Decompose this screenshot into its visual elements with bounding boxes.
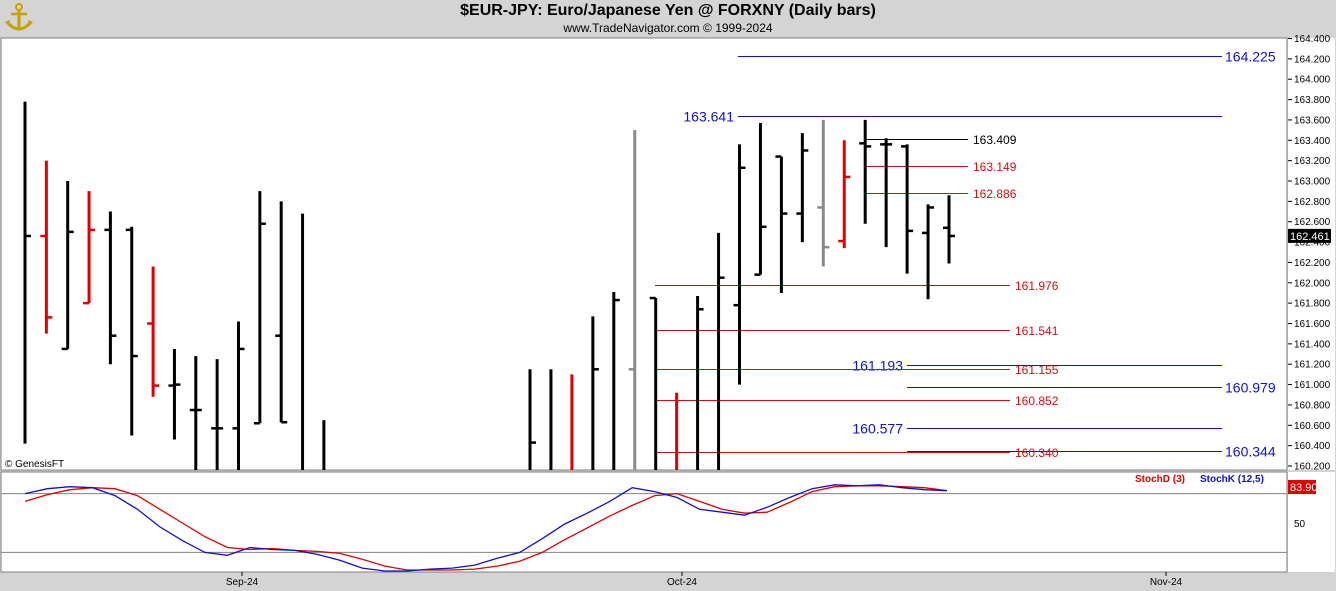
y-tick-label: 161.200 [1294, 360, 1331, 371]
stoch-tick-label: 50 [1294, 519, 1306, 530]
y-tick-label: 163.400 [1294, 136, 1331, 147]
y-tick-label: 163.200 [1294, 156, 1331, 167]
level-label: 164.225 [1225, 49, 1276, 65]
stoch-d-line [24, 485, 948, 571]
y-tick-label: 160.600 [1294, 421, 1331, 432]
chart-title: $EUR-JPY: Euro/Japanese Yen @ FORXNY (Da… [460, 2, 876, 19]
y-tick-label: 161.000 [1294, 380, 1331, 391]
stoch-d-legend: StochD (3) [1135, 474, 1185, 485]
stoch-panel [0, 471, 1288, 573]
y-tick-label: 164.400 [1294, 34, 1331, 45]
price-bars [23, 101, 955, 470]
price-panel [0, 37, 1288, 471]
genesis-watermark: © GenesisFT [5, 459, 64, 470]
x-tick-label: Nov-24 [1150, 577, 1183, 588]
x-tick-label: Oct-24 [667, 577, 697, 588]
y-tick-label: 160.400 [1294, 441, 1331, 452]
y-tick-label: 162.200 [1294, 258, 1331, 269]
level-label: 160.577 [852, 421, 903, 437]
y-tick-label: 161.800 [1294, 299, 1331, 310]
level-label: 161.155 [1015, 363, 1059, 377]
y-tick-label: 162.800 [1294, 197, 1331, 208]
chart-header: $EUR-JPY: Euro/Japanese Yen @ FORXNY (Da… [0, 0, 1336, 38]
y-tick-label: 160.800 [1294, 400, 1331, 411]
y-tick-label: 160.200 [1294, 462, 1331, 473]
y-tick-label: 162.600 [1294, 217, 1331, 228]
y-tick-label: 162.000 [1294, 278, 1331, 289]
level-label: 163.409 [973, 133, 1017, 147]
level-label: 163.149 [973, 160, 1017, 174]
level-label: 163.641 [683, 109, 734, 125]
last-price-box [1288, 228, 1331, 243]
level-label: 161.976 [1015, 279, 1059, 293]
level-label: 161.193 [852, 358, 903, 374]
time-axis: Sep-24 Oct-24 Nov-24 [226, 572, 1183, 588]
y-tick-label: 161.600 [1294, 319, 1331, 330]
stoch-k-legend: StochK (12,5) [1200, 474, 1264, 485]
chart-subtitle: www.TradeNavigator.com © 1999-2024 [563, 21, 773, 35]
stoch-last-box [1288, 480, 1316, 494]
level-label: 160.340 [1015, 446, 1059, 460]
level-lines: 164.225 163.641 163.409 163.149 162.886 161.9… [655, 49, 1276, 460]
level-label: 160.979 [1225, 380, 1276, 396]
stoch-lines: StochD (3) StochK (12,5) 83.90 50 [1, 474, 1318, 572]
level-label: 160.852 [1015, 394, 1059, 408]
level-label: 160.344 [1225, 444, 1276, 460]
y-tick-label: 163.800 [1294, 95, 1331, 106]
stoch-last-label: 83.90 [1290, 482, 1318, 494]
y-tick-label: 164.000 [1294, 75, 1331, 86]
y-tick-label: 161.400 [1294, 339, 1331, 350]
x-tick-label: Sep-24 [226, 577, 259, 588]
last-price-label: 162.461 [1290, 231, 1330, 243]
y-tick-label: 164.200 [1294, 54, 1331, 65]
price-axis[interactable] [1288, 38, 1335, 470]
y-tick-label: 163.000 [1294, 177, 1331, 188]
anchor-icon [3, 2, 35, 34]
stoch-k-line [24, 484, 948, 572]
level-label: 161.541 [1015, 324, 1059, 338]
price-axis-ticks: 164.400 164.200 164.000 163.800 163.600 163.4… [1288, 34, 1331, 473]
y-tick-label: 162.400 [1294, 238, 1331, 249]
level-label: 162.886 [973, 187, 1017, 201]
y-tick-label: 163.600 [1294, 115, 1331, 126]
